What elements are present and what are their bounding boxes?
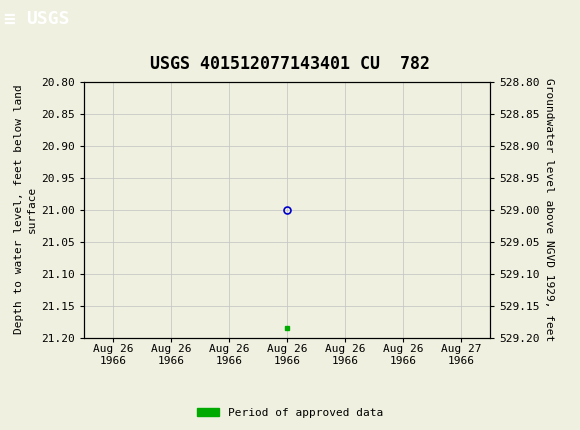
Text: USGS: USGS: [26, 10, 70, 28]
Text: ≡: ≡: [3, 10, 14, 29]
Legend: Period of approved data: Period of approved data: [193, 403, 387, 422]
Text: USGS 401512077143401 CU  782: USGS 401512077143401 CU 782: [150, 55, 430, 73]
Y-axis label: Groundwater level above NGVD 1929, feet: Groundwater level above NGVD 1929, feet: [544, 78, 554, 341]
Y-axis label: Depth to water level, feet below land
surface: Depth to water level, feet below land su…: [14, 85, 37, 335]
